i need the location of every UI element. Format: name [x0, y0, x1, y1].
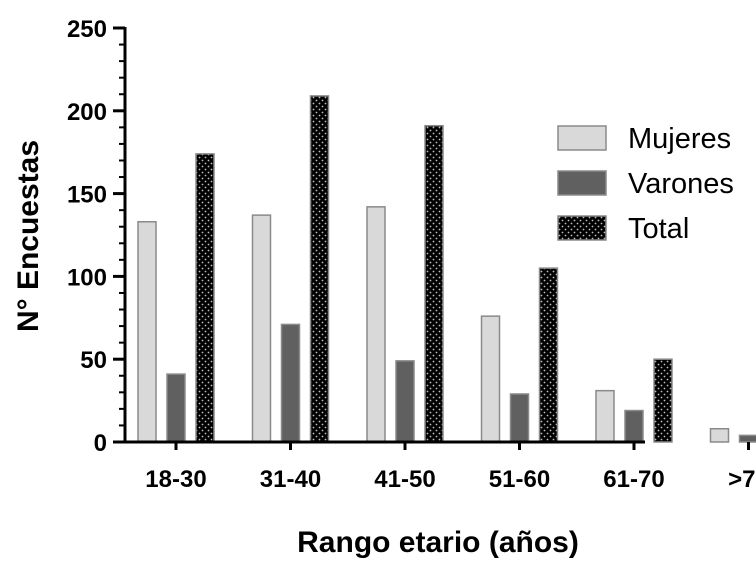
legend-label-varones: Varones — [628, 168, 734, 200]
bar-mujeres-3 — [366, 206, 386, 443]
y-tick-label: 50 — [80, 347, 107, 374]
x-tick-label: 18-30 — [145, 466, 206, 493]
legend-swatch-total — [557, 215, 607, 241]
x-tick-label: 51-60 — [489, 466, 550, 493]
bar-mujeres-6 — [709, 428, 730, 443]
x-tick-label: 41-50 — [374, 466, 435, 493]
legend-swatch-varones — [557, 170, 607, 196]
x-axis-title: Rango etario (años) — [297, 526, 579, 559]
legend-swatch-mujeres — [557, 125, 607, 151]
bar-varones-1 — [166, 373, 186, 443]
bar-mujeres-5 — [595, 389, 615, 443]
bar-varones-2 — [280, 323, 301, 443]
bar-varones-4 — [509, 393, 530, 443]
legend: Mujeres Varones Total — [557, 123, 734, 245]
bar-varones-6 — [738, 434, 756, 443]
bar-varones-5 — [624, 409, 644, 443]
x-tick-label: 31-40 — [260, 466, 321, 493]
x-tick-label: >70 — [728, 466, 756, 493]
bar-varones-3 — [395, 360, 415, 443]
bar-total-3 — [424, 124, 444, 443]
y-tick-label: 100 — [67, 264, 107, 291]
bar-mujeres-1 — [137, 221, 157, 443]
y-axis-title: N° Encuestas — [12, 140, 45, 332]
y-tick-label: 250 — [67, 16, 107, 43]
bar-total-5 — [653, 358, 673, 443]
bar-mujeres-4 — [480, 315, 501, 443]
y-tick-label: 0 — [94, 430, 107, 457]
plot-area: 18-30 31-40 41-50 51-60 61-70 >70 0 50 100 150 200… — [67, 16, 756, 493]
x-tick-label: 61-70 — [603, 466, 664, 493]
bar-mujeres-2 — [251, 214, 272, 443]
bar-total-2 — [309, 95, 330, 443]
legend-label-mujeres: Mujeres — [628, 123, 731, 155]
legend-label-total: Total — [628, 213, 689, 245]
bar-total-4 — [538, 267, 559, 443]
y-tick-label: 200 — [67, 99, 107, 126]
y-tick-label: 150 — [67, 182, 107, 209]
bar-total-1 — [195, 153, 215, 443]
